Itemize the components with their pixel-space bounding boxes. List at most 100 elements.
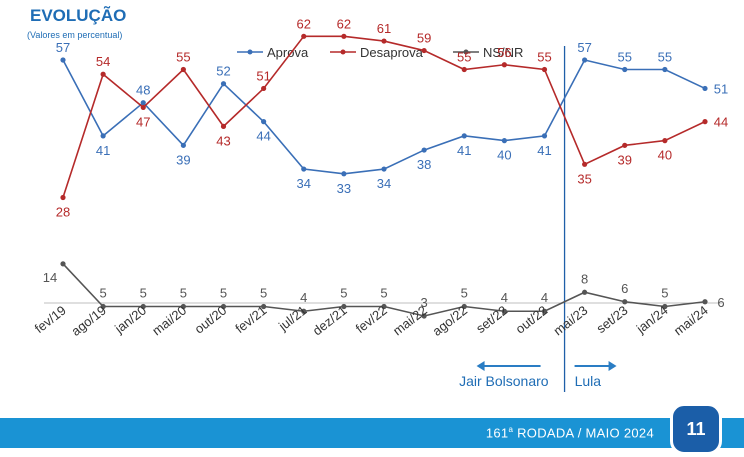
- x-tick-label: out/20: [192, 303, 230, 337]
- x-tick-label: mai/24: [671, 303, 711, 339]
- data-label-desaprova: 62: [297, 16, 311, 31]
- point-nsnr: [461, 303, 467, 310]
- legend-label-desaprova: Desaprova: [360, 45, 424, 60]
- period-label-lula: Lula: [575, 373, 602, 389]
- x-tick-label: mai/20: [149, 303, 189, 339]
- point-nsnr: [261, 303, 267, 310]
- point-desaprova: [381, 38, 387, 44]
- data-label-desaprova: 55: [537, 50, 551, 65]
- point-aprova: [180, 142, 186, 148]
- data-label-desaprova: 40: [658, 148, 672, 163]
- legend-marker-desaprova: [340, 49, 346, 55]
- point-desaprova: [582, 161, 588, 167]
- point-nsnr: [582, 289, 588, 295]
- data-label-aprova: 41: [457, 143, 471, 158]
- x-tick-label: mai/23: [550, 303, 590, 339]
- point-aprova: [421, 147, 427, 153]
- point-desaprova: [622, 142, 628, 148]
- data-label-aprova: 41: [537, 143, 551, 158]
- point-nsnr: [140, 303, 146, 310]
- legend-label-aprova: Aprova: [267, 45, 309, 60]
- data-label-nsnr: 6: [621, 281, 628, 296]
- footer-bar: 161a RODADA / MAIO 2024: [0, 418, 744, 448]
- point-nsnr: [100, 303, 106, 310]
- point-desaprova: [60, 194, 66, 201]
- data-label-aprova: 48: [136, 83, 150, 98]
- data-label-aprova: 40: [497, 148, 511, 163]
- data-label-nsnr: 3: [421, 295, 428, 310]
- data-label-aprova: 57: [56, 40, 70, 55]
- point-aprova: [220, 81, 227, 87]
- data-label-desaprova: 39: [618, 152, 632, 167]
- data-label-desaprova: 35: [577, 171, 591, 186]
- data-label-nsnr: 5: [661, 286, 668, 301]
- data-label-desaprova: 55: [176, 50, 190, 65]
- point-nsnr: [541, 308, 548, 314]
- point-nsnr: [341, 303, 347, 310]
- point-aprova: [461, 133, 467, 139]
- line-chart: Aprova Desaprova NS/NR 5728145441548475553…: [32, 16, 728, 392]
- footer-rodada: 161a RODADA / MAIO 2024: [485, 425, 654, 441]
- point-desaprova: [261, 85, 267, 92]
- data-label-aprova: 34: [377, 176, 391, 191]
- point-aprova: [501, 138, 507, 144]
- point-desaprova: [100, 71, 106, 77]
- x-tick-label: mai/22: [390, 303, 430, 339]
- point-desaprova: [180, 66, 186, 73]
- point-desaprova: [461, 66, 467, 73]
- data-label-desaprova: 56: [497, 45, 511, 60]
- data-label-nsnr: 4: [501, 290, 508, 305]
- point-aprova: [622, 66, 628, 73]
- arrowhead-right-icon: [608, 361, 617, 371]
- point-nsnr: [702, 299, 708, 305]
- x-tick-label: out/22: [513, 303, 551, 337]
- data-label-aprova: 57: [577, 40, 591, 55]
- point-aprova: [582, 57, 588, 63]
- point-nsnr: [421, 313, 427, 319]
- period-label-bolsonaro: Jair Bolsonaro: [459, 373, 549, 389]
- data-label-nsnr: 5: [260, 286, 267, 301]
- x-tick-label: ago/19: [68, 303, 109, 339]
- x-tick-label: jul/21: [275, 303, 310, 335]
- x-tick-label: fev/21: [232, 303, 269, 337]
- arrowhead-left-icon: [476, 361, 485, 371]
- point-aprova: [100, 133, 106, 139]
- point-nsnr: [301, 308, 307, 314]
- x-tick-label: set/23: [593, 303, 630, 337]
- point-desaprova: [341, 33, 347, 39]
- x-tick-label: jan/24: [633, 303, 671, 337]
- data-label-aprova: 52: [216, 64, 230, 79]
- data-label-nsnr: 5: [380, 286, 387, 301]
- legend-marker-nsnr: [463, 49, 469, 55]
- point-nsnr: [381, 303, 387, 310]
- data-label-desaprova: 61: [377, 21, 391, 36]
- x-tick-label: jan/20: [111, 303, 149, 337]
- data-label-nsnr: 6: [717, 295, 724, 310]
- data-label-aprova: 39: [176, 152, 190, 167]
- data-label-desaprova: 62: [337, 16, 351, 31]
- legend-label-nsnr: NS/NR: [483, 45, 523, 60]
- data-label-aprova: 41: [96, 143, 110, 158]
- legend-marker-aprova: [247, 49, 253, 55]
- data-label-nsnr: 5: [180, 286, 187, 301]
- x-tick-label: fev/19: [32, 303, 69, 337]
- data-label-nsnr: 5: [100, 286, 107, 301]
- point-desaprova: [702, 119, 708, 125]
- data-label-nsnr: 5: [461, 286, 468, 301]
- data-label-desaprova: 55: [457, 50, 471, 65]
- x-tick-label: ago/22: [430, 303, 471, 339]
- x-tick-label: fev/22: [353, 303, 390, 337]
- data-label-desaprova: 59: [417, 31, 431, 46]
- data-label-desaprova: 54: [96, 54, 110, 69]
- point-desaprova: [140, 104, 146, 111]
- point-aprova: [60, 57, 66, 63]
- point-aprova: [702, 85, 708, 92]
- data-label-nsnr: 4: [300, 290, 307, 305]
- point-nsnr: [180, 303, 186, 310]
- point-desaprova: [501, 62, 507, 68]
- data-label-desaprova: 28: [56, 204, 70, 219]
- series-line-desaprova: [62, 35, 706, 198]
- data-label-aprova: 55: [658, 50, 672, 65]
- point-desaprova: [220, 123, 227, 129]
- point-aprova: [261, 119, 267, 125]
